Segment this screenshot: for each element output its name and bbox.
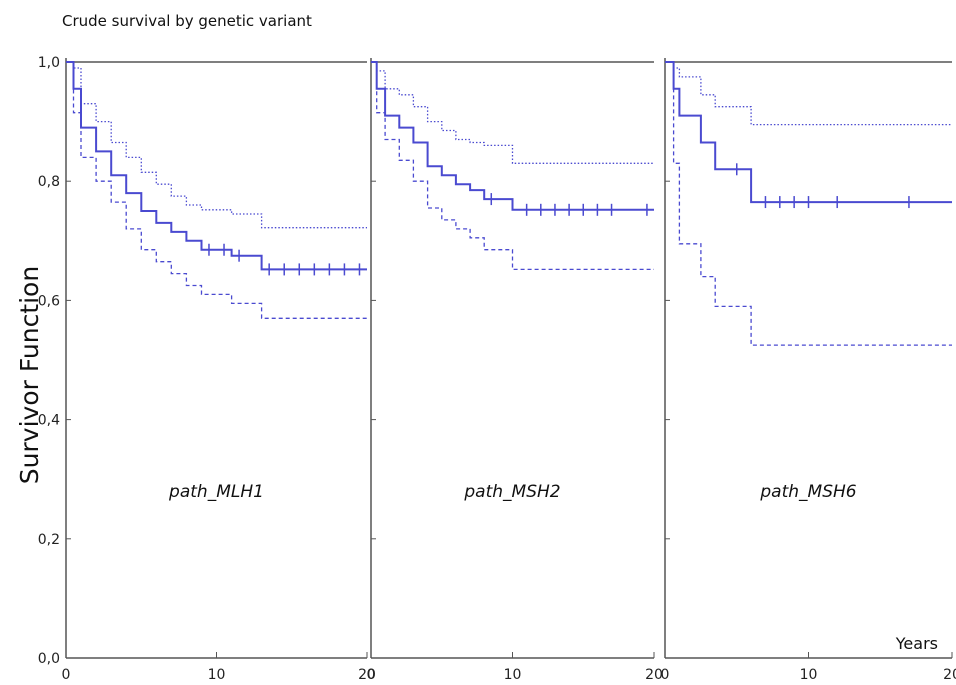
x-tick-label: 20	[943, 667, 956, 683]
upper-ci-line	[665, 61, 952, 126]
x-axis-label: Years	[895, 634, 938, 653]
lower-ci-line	[665, 61, 952, 346]
x-tick-label: 0	[661, 667, 670, 683]
panel-label: path_MSH2	[463, 482, 560, 502]
x-tick-label: 10	[208, 667, 226, 683]
x-tick-label: 10	[504, 667, 522, 683]
survival-estimate-line	[665, 61, 952, 204]
panel-path_MSH6: 0 10 20 path_MSH6	[661, 58, 956, 683]
y-tick-label: 0,6	[38, 293, 60, 309]
y-tick-label: 0,4	[38, 413, 60, 429]
x-tick-label: 20	[645, 667, 663, 683]
lower-ci-line	[371, 61, 654, 271]
y-axis-label: Survivor Function	[15, 266, 44, 484]
y-tick-label: 0,2	[38, 532, 60, 548]
panel-path_MLH1: 0 10 20 path_MLH1	[62, 58, 376, 683]
x-tick-label: 0	[367, 667, 376, 683]
panel-label: path_MLH1	[168, 482, 264, 502]
plot-area: 0,0 0,2 0,4 0,6 0,8 1,0 0 10 20 path_MLH1 0 10 20 pat…	[38, 55, 956, 683]
y-tick-label: 0,0	[38, 651, 60, 667]
upper-ci-line	[371, 61, 654, 164]
y-tick-label: 0,8	[38, 174, 60, 190]
upper-ci-line	[66, 61, 367, 229]
x-tick-label: 10	[800, 667, 818, 683]
survival-estimate-line	[66, 61, 367, 271]
panel-label: path_MSH6	[759, 482, 856, 502]
chart-title: Crude survival by genetic variant	[62, 12, 312, 30]
panel-path_MSH2: 0 10 20 path_MSH2	[367, 58, 663, 683]
survival-estimate-line	[371, 61, 654, 211]
y-tick-label: 1,0	[38, 55, 60, 71]
x-tick-label: 20	[358, 667, 376, 683]
lower-ci-line	[66, 61, 367, 319]
x-tick-label: 0	[62, 667, 71, 683]
